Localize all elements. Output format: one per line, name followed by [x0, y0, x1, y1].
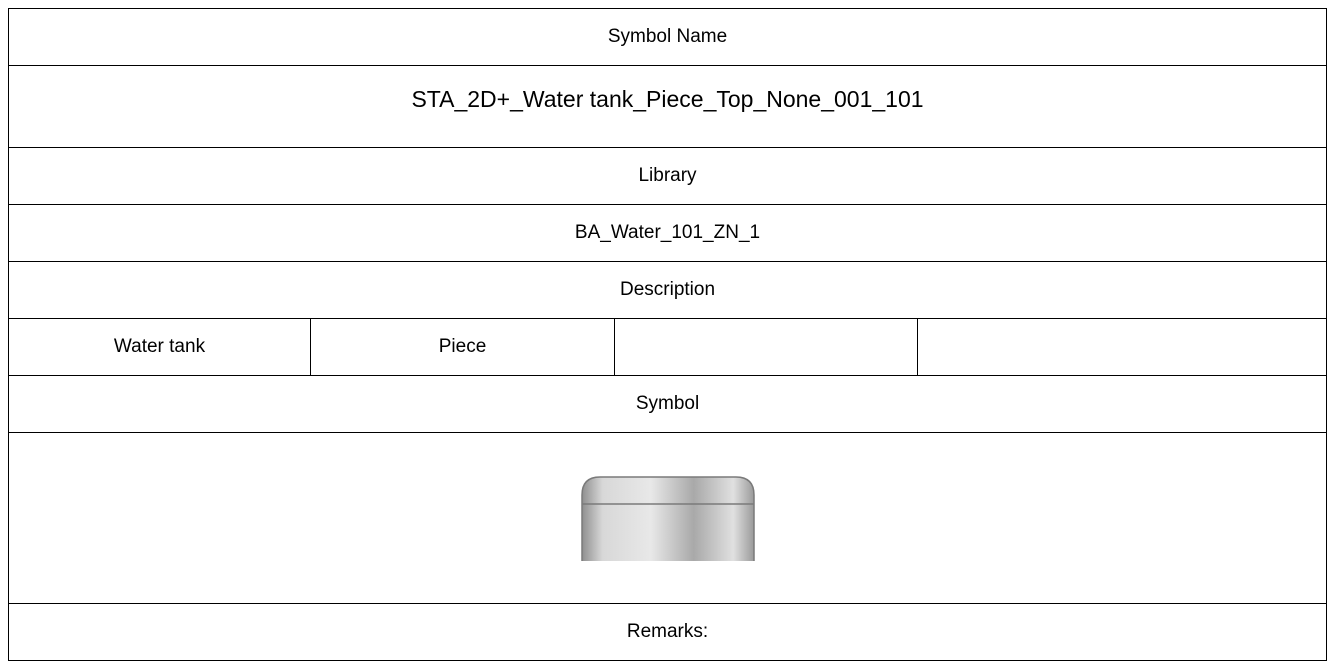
- symbol-name-label: Symbol Name: [7, 8, 1328, 66]
- symbol-label: Symbol: [7, 375, 1328, 433]
- description-cell: Water tank: [8, 318, 311, 376]
- description-cell-empty: [916, 318, 1328, 376]
- symbol-name: STA_2D+_Water tank_Piece_Top_None_001_10…: [7, 65, 1328, 148]
- library: BA_Water_101_ZN_1: [7, 204, 1328, 262]
- tank-body: [581, 477, 754, 561]
- description-cell-empty: [614, 318, 918, 376]
- description-label: Description: [7, 261, 1328, 319]
- symbol-image: [580, 476, 755, 561]
- description-cell: Piece: [310, 318, 615, 376]
- remarks-label: Remarks:: [7, 603, 1328, 661]
- tank-outline: [580, 476, 755, 561]
- symbol-image-cell: [7, 432, 1328, 604]
- library-label: Library: [7, 147, 1328, 205]
- symbol-sheet: Symbol Name STA_2D+_Water tank_Piece_Top…: [7, 8, 1328, 661]
